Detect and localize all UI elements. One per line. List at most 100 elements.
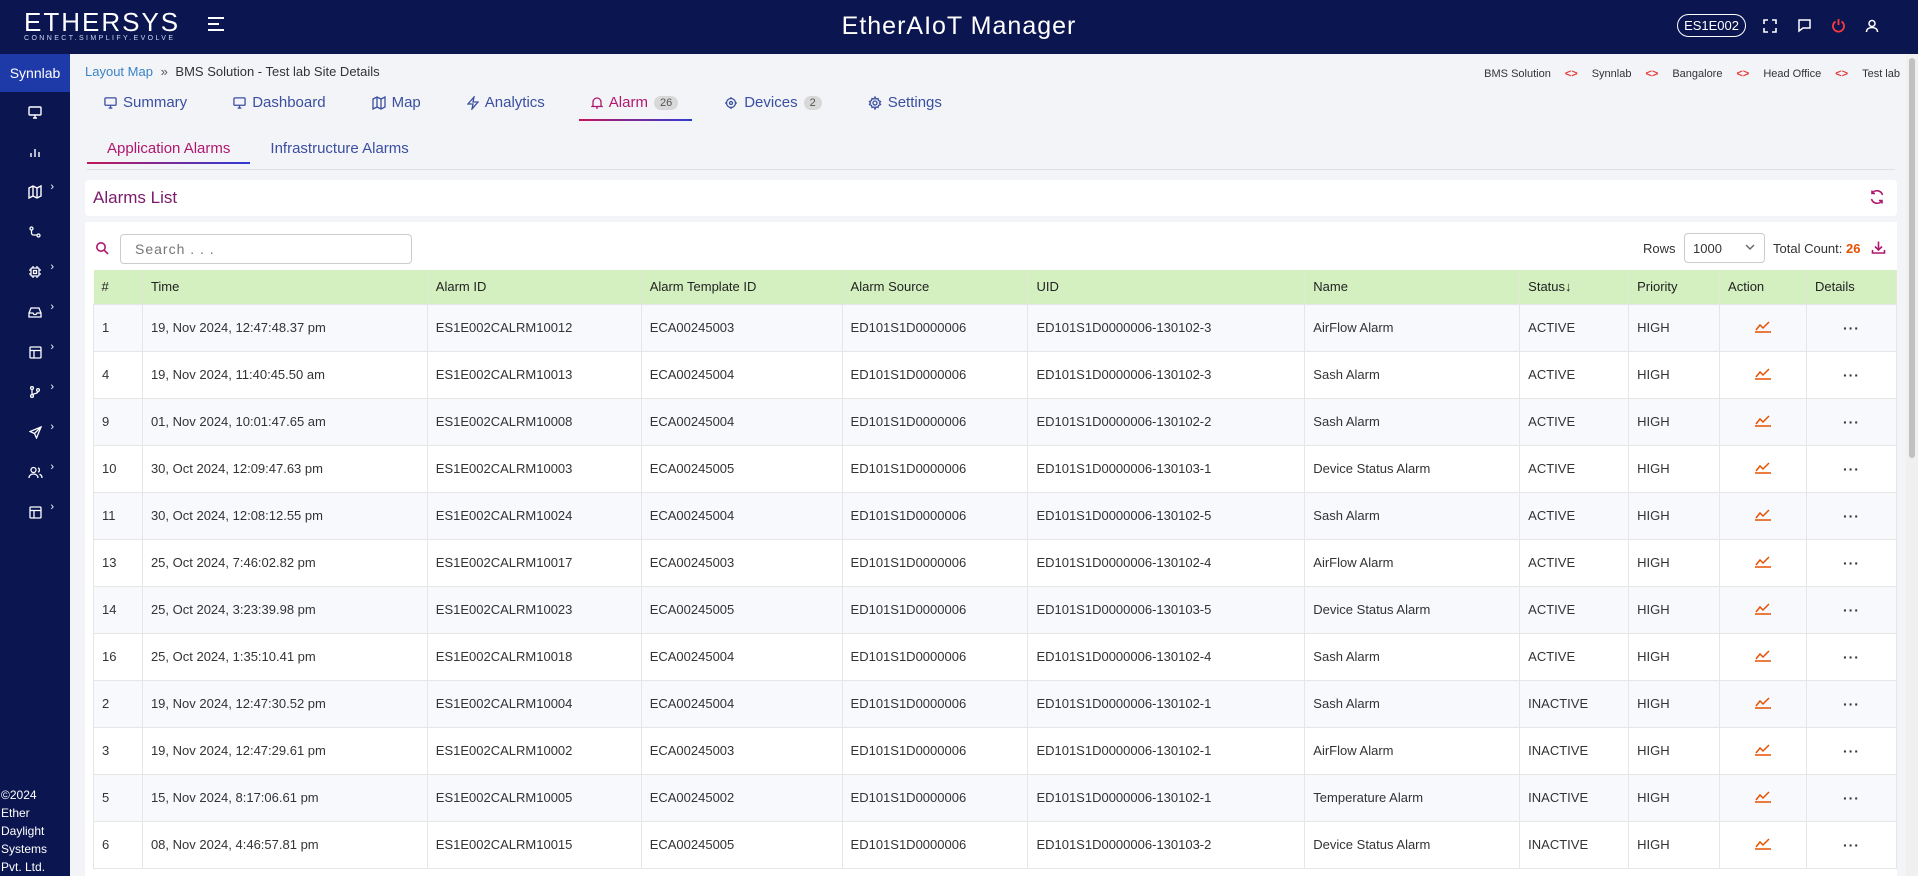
column-header-template-id[interactable]: Alarm Template ID	[641, 270, 843, 304]
row-template-id[interactable]: ECA00245004	[640, 397, 843, 446]
tab-application-alarms[interactable]: Application Alarms	[87, 138, 251, 164]
search-input[interactable]	[120, 234, 412, 264]
tab-dashboard[interactable]: Dashboard	[229, 90, 331, 117]
column-header-priority[interactable]: Priority	[1628, 270, 1721, 304]
table-row[interactable]: 6 08, Nov 2024, 4:46:57.81 pm ES1E002CALRM…	[93, 820, 1898, 869]
more-options-icon[interactable]: ···	[1842, 601, 1860, 618]
table-row[interactable]: 4 19, Nov 2024, 11:40:45.50 am ES1E002CALR…	[93, 350, 1898, 399]
sidebar-item-reports[interactable]: ›	[0, 492, 70, 532]
sidebar-item-devices[interactable]: ›	[0, 252, 70, 292]
column-header-status[interactable]: Status↓	[1519, 270, 1630, 304]
hierarchy-item[interactable]: Head Office	[1763, 68, 1822, 80]
power-icon[interactable]	[1828, 16, 1848, 36]
column-header-time[interactable]: Time	[142, 270, 428, 304]
trend-chart-icon[interactable]	[1754, 366, 1772, 383]
code-icon: <>	[1645, 68, 1659, 80]
more-options-icon[interactable]: ···	[1842, 648, 1860, 665]
more-options-icon[interactable]: ···	[1842, 836, 1860, 853]
row-template-id[interactable]: ECA00245004	[640, 491, 843, 540]
more-options-icon[interactable]: ···	[1842, 742, 1860, 759]
row-template-id[interactable]: ECA00245002	[640, 773, 843, 822]
sidebar-item-map[interactable]: ›	[0, 172, 70, 212]
tab-infrastructure-alarms[interactable]: Infrastructure Alarms	[270, 140, 409, 157]
trend-chart-icon[interactable]	[1754, 413, 1772, 430]
tab-summary[interactable]: Summary	[100, 90, 193, 117]
column-header-alarm-id[interactable]: Alarm ID	[427, 270, 642, 304]
table-row[interactable]: 13 25, Oct 2024, 7:46:02.82 pm ES1E002CALR…	[93, 538, 1898, 587]
row-template-id[interactable]: ECA00245004	[640, 632, 843, 681]
row-time: 30, Oct 2024, 12:08:12.55 pm	[141, 491, 428, 540]
rows-per-page-select[interactable]: 1000	[1684, 233, 1765, 263]
table-row[interactable]: 11 30, Oct 2024, 12:08:12.55 pm ES1E002CAL…	[93, 491, 1898, 540]
tab-map[interactable]: Map	[368, 90, 427, 117]
column-header-alarm-source[interactable]: Alarm Source	[842, 270, 1029, 304]
refresh-icon[interactable]	[1869, 189, 1885, 210]
table-row[interactable]: 3 19, Nov 2024, 12:47:29.61 pm ES1E002CALR…	[93, 726, 1898, 775]
trend-chart-icon[interactable]	[1754, 648, 1772, 665]
user-icon[interactable]	[1862, 16, 1882, 36]
sidebar-item-layout[interactable]: ›	[0, 332, 70, 372]
site-selector[interactable]: Synnlab	[0, 54, 70, 92]
table-row[interactable]: 1 19, Nov 2024, 12:47:48.37 pm ES1E002CALR…	[93, 303, 1898, 352]
page-scrollbar[interactable]	[1906, 54, 1918, 876]
trend-chart-icon[interactable]	[1754, 319, 1772, 336]
row-template-id[interactable]: ECA00245004	[640, 350, 843, 399]
sidebar-item-workflow[interactable]: ›	[0, 372, 70, 412]
trend-chart-icon[interactable]	[1754, 789, 1772, 806]
row-template-id[interactable]: ECA00245005	[640, 444, 843, 493]
sidebar-item-notifications[interactable]: ›	[0, 412, 70, 452]
trend-chart-icon[interactable]	[1754, 836, 1772, 853]
hierarchy-item[interactable]: Synnlab	[1591, 68, 1632, 80]
row-template-id[interactable]: ECA00245003	[640, 303, 843, 352]
trend-chart-icon[interactable]	[1754, 695, 1772, 712]
table-row[interactable]: 9 01, Nov 2024, 10:01:47.65 am ES1E002CALR…	[93, 397, 1898, 446]
table-row[interactable]: 10 30, Oct 2024, 12:09:47.63 pm ES1E002CAL…	[93, 444, 1898, 493]
trend-chart-icon[interactable]	[1754, 460, 1772, 477]
more-options-icon[interactable]: ···	[1842, 507, 1860, 524]
row-template-id[interactable]: ECA00245005	[640, 585, 843, 634]
table-row[interactable]: 14 25, Oct 2024, 3:23:39.98 pm ES1E002CALR…	[93, 585, 1898, 634]
sidebar-item-routes[interactable]	[0, 212, 70, 252]
trend-chart-icon[interactable]	[1754, 554, 1772, 571]
table-row[interactable]: 5 15, Nov 2024, 8:17:06.61 pm ES1E002CALRM…	[93, 773, 1898, 822]
column-header-uid[interactable]: UID	[1027, 270, 1306, 304]
table-row[interactable]: 16 25, Oct 2024, 1:35:10.41 pm ES1E002CALR…	[93, 632, 1898, 681]
row-template-id[interactable]: ECA00245003	[640, 538, 843, 587]
hierarchy-item[interactable]: Bangalore	[1672, 68, 1723, 80]
more-options-icon[interactable]: ···	[1842, 366, 1860, 383]
hierarchy-item[interactable]: BMS Solution	[1484, 68, 1551, 80]
tab-devices[interactable]: Devices 2	[720, 90, 827, 117]
table-row[interactable]: 2 19, Nov 2024, 12:47:30.52 pm ES1E002CALR…	[93, 679, 1898, 728]
fullscreen-icon[interactable]	[1760, 16, 1780, 36]
download-icon[interactable]	[1871, 240, 1886, 260]
sidebar-item-analytics[interactable]	[0, 132, 70, 172]
trend-chart-icon[interactable]	[1754, 742, 1772, 759]
tab-alarm[interactable]: Alarm 26	[578, 90, 693, 121]
gear-icon	[868, 95, 882, 110]
sidebar-item-storage[interactable]: ›	[0, 292, 70, 332]
tab-settings[interactable]: Settings	[864, 90, 948, 117]
row-template-id[interactable]: ECA00245003	[640, 726, 843, 775]
column-header-name[interactable]: Name	[1304, 270, 1521, 304]
more-options-icon[interactable]: ···	[1842, 554, 1860, 571]
more-options-icon[interactable]: ···	[1842, 319, 1860, 336]
more-options-icon[interactable]: ···	[1842, 695, 1860, 712]
more-options-icon[interactable]: ···	[1842, 789, 1860, 806]
more-options-icon[interactable]: ···	[1842, 460, 1860, 477]
tab-analytics[interactable]: Analytics	[463, 90, 551, 117]
trend-chart-icon[interactable]	[1754, 601, 1772, 618]
more-options-icon[interactable]: ···	[1842, 413, 1860, 430]
trend-chart-icon[interactable]	[1754, 507, 1772, 524]
row-template-id[interactable]: ECA00245005	[640, 820, 843, 869]
scrollbar-thumb[interactable]	[1909, 58, 1915, 458]
device-badge[interactable]: ES1E002	[1677, 14, 1746, 37]
row-template-id[interactable]: ECA00245004	[640, 679, 843, 728]
breadcrumb-layout-map-link[interactable]: Layout Map	[85, 64, 153, 79]
sidebar-item-summary[interactable]	[0, 92, 70, 132]
hierarchy-item[interactable]: Test lab	[1862, 68, 1900, 80]
chat-icon[interactable]	[1794, 16, 1814, 36]
ethersys-logo[interactable]: ETHERSYS CONNECT.SIMPLIFY.EVOLVE	[24, 9, 180, 42]
sort-arrow-icon: ↓	[1565, 279, 1572, 295]
sidebar-item-users[interactable]: ›	[0, 452, 70, 492]
menu-toggle-icon[interactable]	[208, 17, 224, 31]
